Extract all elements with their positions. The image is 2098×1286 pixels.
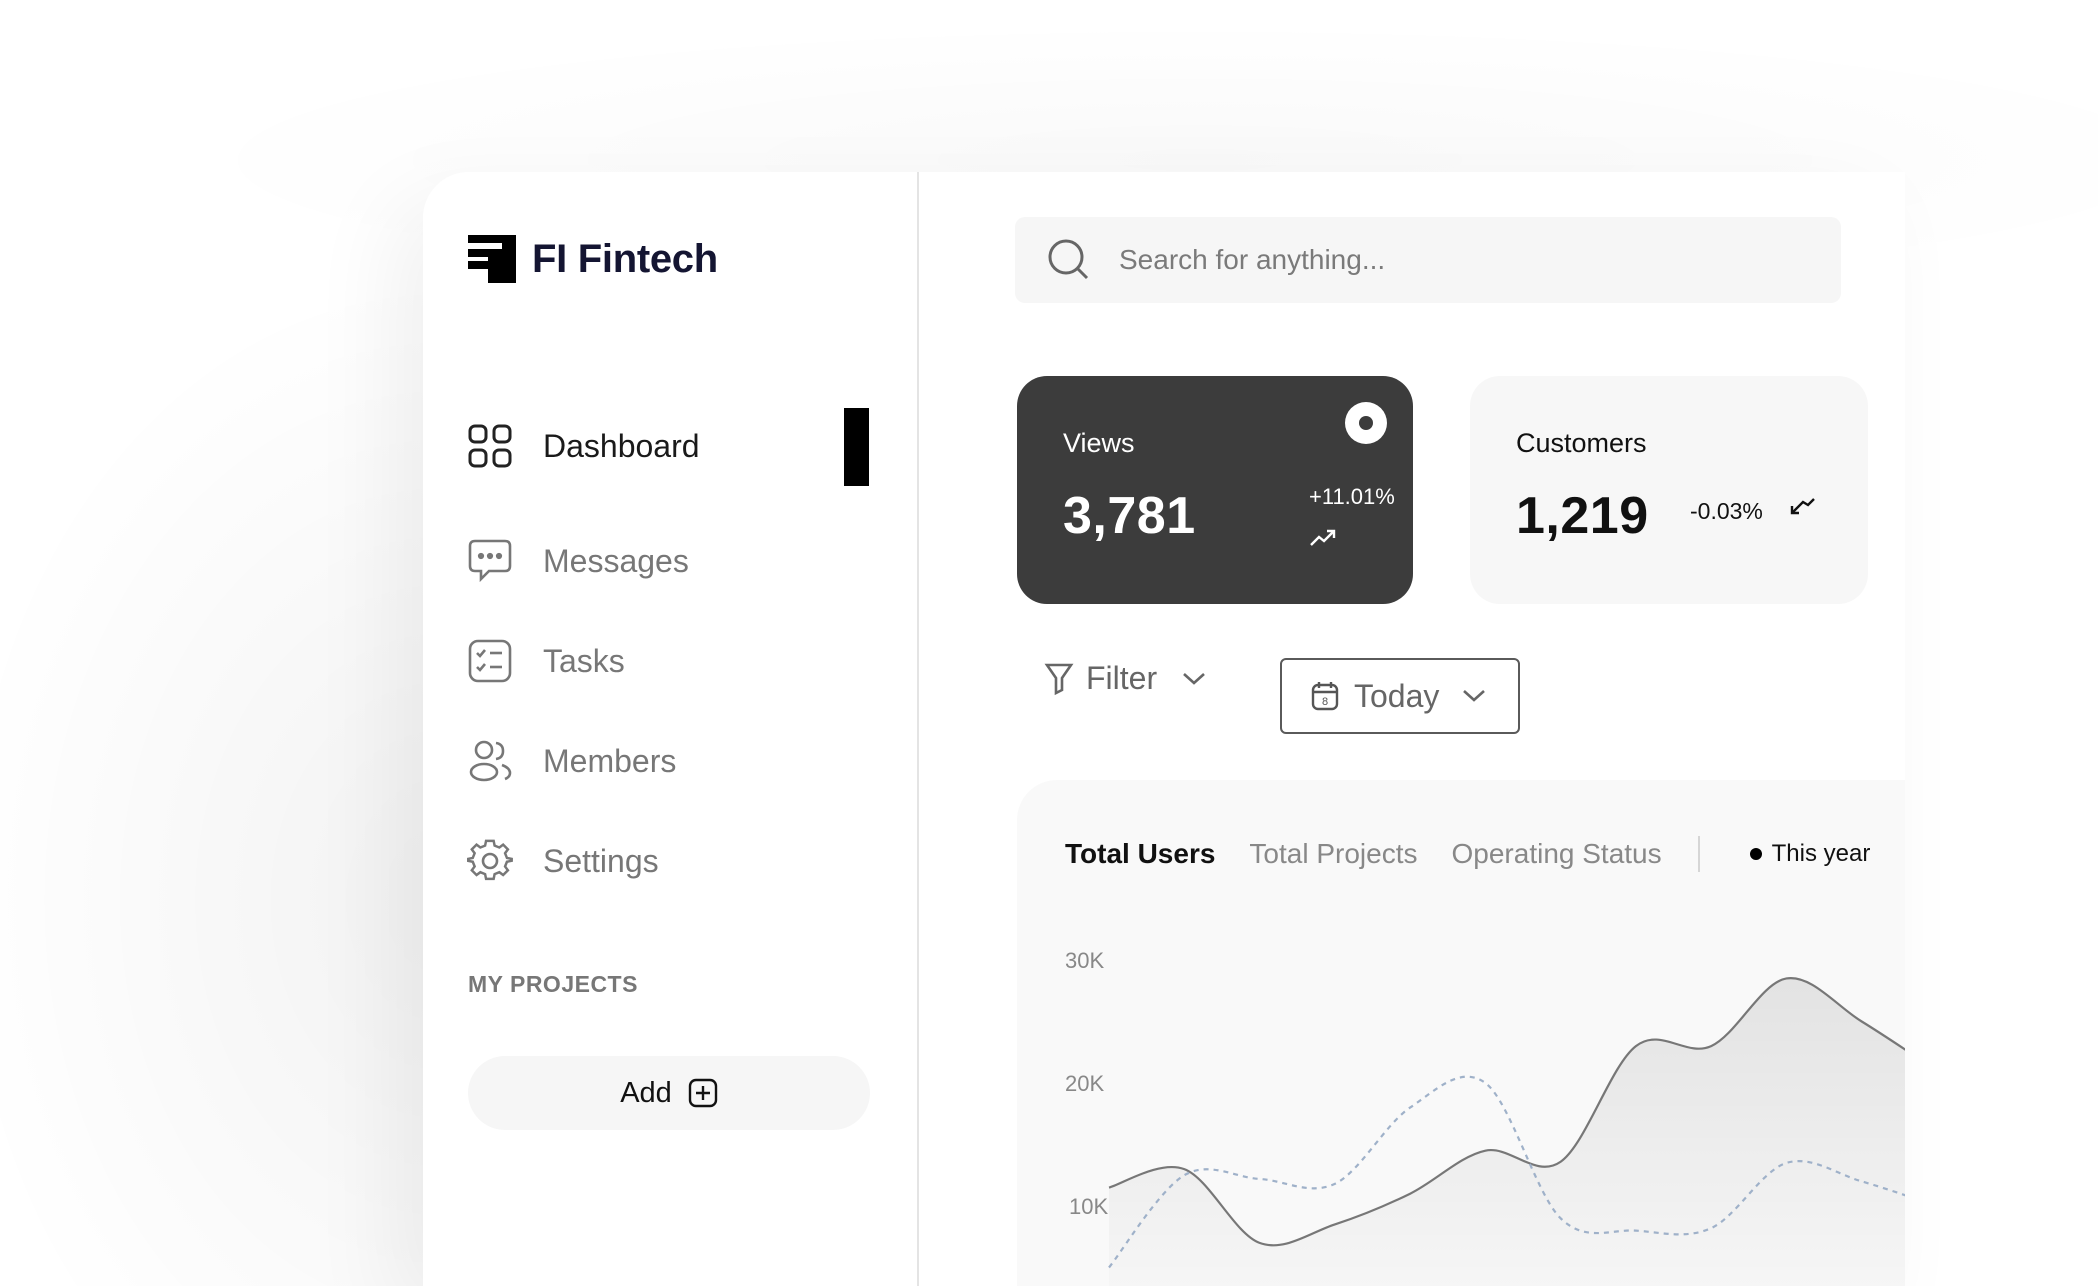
series-line-dashed [1108, 1075, 1905, 1269]
legend-label: This year [1771, 840, 1871, 867]
sidebar-item-label: Messages [543, 542, 689, 579]
sidebar-item-label: Tasks [543, 642, 625, 679]
legend-item[interactable]: This year [1749, 840, 1871, 868]
plus-square-icon [688, 1078, 717, 1108]
search-bar [1015, 217, 1841, 303]
calendar-icon: 8 [1311, 682, 1339, 711]
calendar-day-number: 8 [1322, 696, 1328, 708]
tab-total-projects[interactable]: Total Projects [1249, 838, 1418, 869]
y-tick-label: 10K [1069, 1194, 1109, 1219]
tab-operating-status[interactable]: Operating Status [1451, 838, 1662, 869]
sidebar-item-members[interactable]: Members [467, 738, 676, 784]
brand[interactable]: FI Fintech [468, 235, 718, 283]
customers-label: Customers [1516, 428, 1647, 458]
app-window: FI Fintech Dashboard Messages [423, 172, 1905, 1286]
trend-down-icon [1790, 498, 1815, 515]
chevron-down-icon [1463, 690, 1486, 702]
line-chart [1108, 977, 1905, 1286]
sidebar-item-settings[interactable]: Settings [467, 838, 659, 884]
views-card[interactable]: Views 3,781 +11.01% [1017, 376, 1413, 604]
logo-icon [468, 235, 516, 283]
section-title-my-projects: MY PROJECTS [468, 971, 638, 997]
gear-icon [467, 838, 513, 884]
views-value: 3,781 [1063, 487, 1196, 545]
trend-up-icon [1310, 529, 1336, 546]
sidebar-item-label: Settings [543, 842, 659, 879]
series-area-fill [1109, 978, 1905, 1286]
checklist-icon [467, 638, 513, 684]
legend-dot [1749, 848, 1762, 860]
series-line-this-year [1108, 977, 1905, 1247]
views-label: Views [1063, 428, 1135, 458]
chevron-down-icon [1183, 672, 1205, 685]
y-tick-label: 20K [1065, 1071, 1105, 1096]
message-icon [467, 538, 513, 584]
add-button-label: Add [620, 1076, 672, 1109]
toggle-dot-icon[interactable] [1345, 402, 1387, 444]
chart-tabs: Total Users Total Projects Operating Sta… [1065, 836, 1870, 872]
views-change: +11.01% [1309, 484, 1395, 509]
date-range-label: Today [1354, 677, 1440, 714]
sidebar: FI Fintech Dashboard Messages [423, 172, 919, 1286]
sidebar-item-label: Dashboard [543, 427, 700, 464]
active-indicator [844, 408, 869, 486]
tab-divider [1697, 836, 1700, 872]
funnel-icon [1044, 663, 1074, 695]
sidebar-item-tasks[interactable]: Tasks [467, 638, 625, 684]
tab-total-users[interactable]: Total Users [1065, 838, 1216, 869]
brand-name: FI Fintech [532, 236, 718, 281]
search-input[interactable] [1117, 243, 1801, 277]
users-icon [467, 738, 513, 784]
filter-dropdown[interactable]: Filter [1044, 660, 1207, 697]
customers-card[interactable]: Customers 1,219 -0.03% [1470, 376, 1868, 604]
sidebar-item-dashboard[interactable]: Dashboard [467, 423, 700, 469]
search-icon [1048, 239, 1089, 280]
customers-value: 1,219 [1516, 487, 1649, 545]
date-range-dropdown[interactable]: 8 Today [1280, 658, 1520, 734]
chart-panel: Total Users Total Projects Operating Sta… [1017, 780, 1905, 1286]
filter-label: Filter [1086, 660, 1158, 696]
add-project-button[interactable]: Add [468, 1056, 870, 1130]
grid-icon [467, 423, 513, 469]
customers-change: -0.03% [1690, 498, 1763, 524]
sidebar-item-label: Members [543, 742, 677, 779]
y-tick-label: 30K [1065, 948, 1105, 973]
sidebar-item-messages[interactable]: Messages [467, 538, 689, 584]
